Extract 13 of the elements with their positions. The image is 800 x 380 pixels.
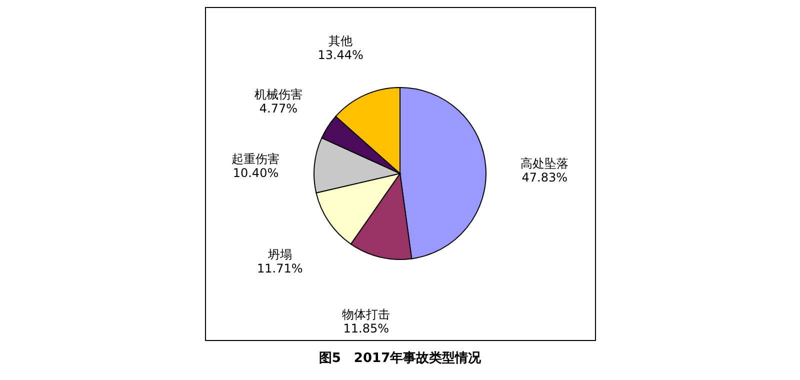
slice-label: 高处坠落	[520, 156, 569, 171]
data-label: 10.40%	[232, 166, 279, 180]
slice-label: 起重伤害	[232, 152, 280, 166]
slice-label: 坍塌	[266, 248, 292, 262]
data-label: 47.83%	[522, 170, 568, 185]
data-label: 13.44%	[318, 48, 364, 62]
slice-label: 机械伤害	[254, 87, 302, 102]
slice-label: 物体打击	[342, 307, 390, 322]
data-label: 4.77%	[259, 101, 298, 116]
slice-label: 其他	[328, 34, 353, 48]
data-label: 11.85%	[343, 321, 389, 336]
text: 图5 2017年事故类型情况	[318, 351, 482, 366]
data-label: 11.71%	[257, 262, 303, 276]
